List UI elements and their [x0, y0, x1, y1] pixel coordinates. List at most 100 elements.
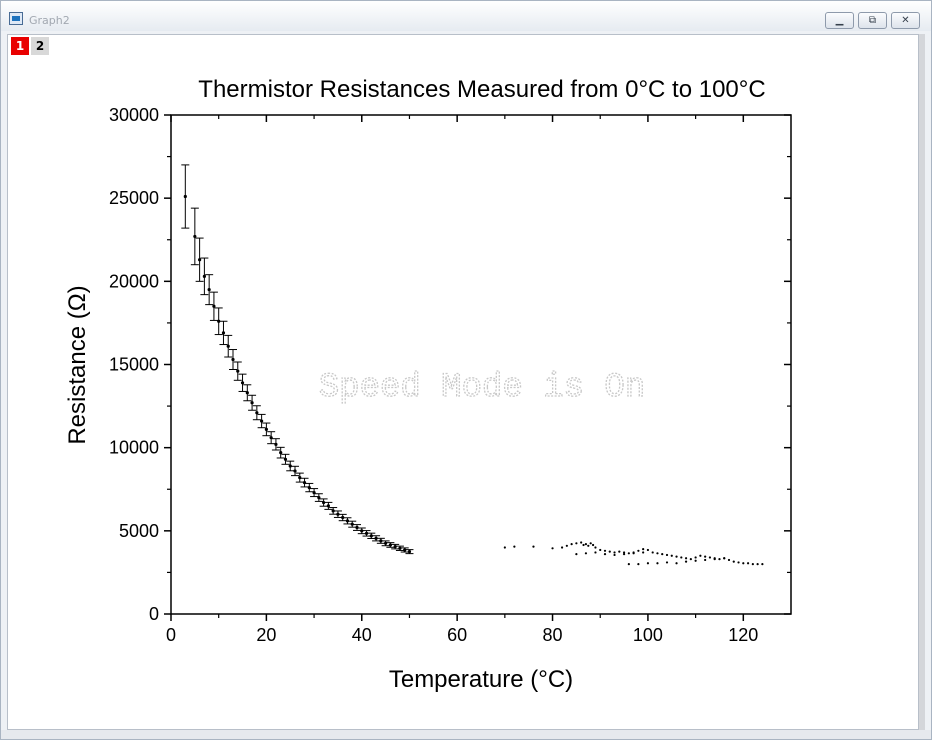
data-point [503, 546, 506, 549]
vertical-scrollbar[interactable] [919, 34, 925, 730]
data-point [183, 194, 187, 199]
data-point [260, 419, 264, 423]
data-point [283, 457, 288, 461]
data-point [694, 559, 697, 562]
data-point [565, 544, 568, 547]
minimize-button[interactable]: ▁ [825, 12, 854, 29]
data-point [360, 529, 364, 533]
restore-icon: ⧉ [868, 15, 877, 26]
data-point [603, 553, 607, 556]
plot-frame[interactable] [170, 114, 792, 615]
data-point [699, 554, 702, 557]
data-point [665, 561, 669, 564]
data-point [341, 515, 345, 520]
data-point [618, 550, 621, 553]
data-point [637, 563, 640, 566]
data-point [264, 427, 268, 431]
layer-tab-2[interactable]: 2 [31, 37, 49, 55]
data-point [708, 556, 712, 559]
data-point [761, 563, 764, 566]
data-point [551, 547, 554, 550]
data-point [221, 331, 226, 335]
data-point [584, 552, 588, 555]
data-point [613, 551, 616, 554]
window-title: Graph2 [29, 14, 70, 27]
data-point [756, 563, 759, 566]
window-bottom-border [1, 730, 931, 739]
data-point [651, 551, 654, 554]
data-point [236, 369, 240, 373]
graph-window-icon[interactable] [9, 12, 23, 25]
data-point [374, 536, 378, 540]
data-point [193, 234, 197, 239]
axis-ticks: 0 20 40 60 80 100 120 0 5000 10000 15000 20000 25000… [109, 105, 791, 645]
data-point [326, 504, 330, 508]
x-tick-label: 60 [447, 625, 467, 645]
data-point [723, 557, 726, 560]
data-point [689, 558, 692, 561]
y-tick-label: 5000 [119, 521, 159, 541]
data-point [718, 558, 721, 561]
data-point [226, 344, 230, 348]
data-point [742, 562, 745, 565]
data-point [580, 541, 583, 544]
close-icon: ✕ [901, 15, 910, 26]
layer-tab-1[interactable]: 1 [11, 37, 29, 55]
restore-button[interactable]: ⧉ [858, 12, 887, 29]
data-point [713, 558, 716, 561]
x-tick-label: 100 [633, 625, 663, 645]
data-point [322, 500, 326, 505]
data-point [608, 550, 611, 553]
data-point [627, 552, 630, 555]
data-point [279, 451, 283, 455]
window-titlebar[interactable]: Graph2 ▁ ⧉ ✕ [1, 1, 931, 31]
data-point [661, 553, 664, 556]
x-tick-label: 80 [543, 625, 563, 645]
data-point [591, 543, 595, 547]
data-point [388, 543, 392, 547]
data-point [336, 512, 340, 516]
data-point [622, 551, 626, 554]
data-point [656, 552, 659, 555]
close-button[interactable]: ✕ [891, 12, 920, 29]
data-point [217, 319, 221, 323]
data-point [670, 554, 673, 557]
data-point [369, 534, 373, 538]
x-tick-label: 20 [256, 625, 276, 645]
data-point [680, 556, 683, 559]
data-point [751, 563, 754, 566]
data-point [727, 558, 731, 562]
x-tick-label: 40 [352, 625, 372, 645]
y-tick-label: 20000 [109, 271, 159, 291]
data-point [364, 531, 369, 535]
data-point [570, 543, 573, 546]
x-tick-label: 120 [728, 625, 758, 645]
data-point [613, 553, 616, 557]
data-point [231, 357, 235, 362]
data-point [589, 542, 592, 545]
data-point [684, 557, 688, 560]
x-tick-label: 0 [166, 625, 176, 645]
data-point [594, 551, 597, 554]
data-marks [181, 164, 764, 566]
data-point [513, 545, 516, 548]
data-point [642, 551, 645, 554]
data-point [704, 558, 707, 562]
data-point [646, 548, 650, 552]
data-point [584, 543, 588, 546]
data-point [293, 469, 297, 473]
data-point [646, 562, 650, 565]
chart-title: Thermistor Resistances Measured from 0°C… [198, 76, 765, 103]
data-point [642, 548, 645, 551]
data-point [656, 562, 659, 565]
data-point [599, 548, 602, 552]
data-point [587, 544, 590, 547]
data-point [603, 549, 607, 552]
y-tick-label: 10000 [109, 438, 159, 458]
data-point [240, 381, 245, 385]
y-tick-label: 25000 [109, 188, 159, 208]
y-tick-label: 30000 [109, 105, 159, 125]
data-point [245, 391, 249, 395]
data-point [746, 562, 750, 565]
